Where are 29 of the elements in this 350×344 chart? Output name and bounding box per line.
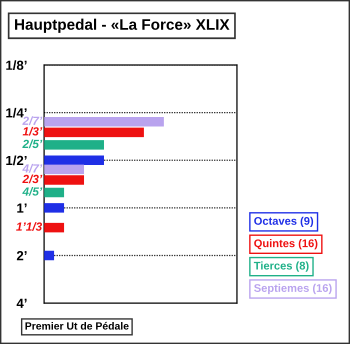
text: Tierces (8) [254,261,309,272]
text: Octaves (9) [254,216,314,228]
text: Septiemes (16) [254,284,332,294]
y-tick-label: 1/4’ [6,108,27,118]
chart-title: Hauptpedal - «La Force» XLIX [15,18,230,33]
y-tick-label: 1/8’ [6,60,27,70]
bar [44,128,144,138]
text: 4/5’ [22,187,42,196]
bar [44,155,104,165]
bar [44,188,64,198]
text: 2/7’ [22,116,42,126]
bar [44,164,84,174]
text: 2/5’ [22,139,42,148]
text: 2/3’ [22,174,42,184]
text: Premier Ut de Pédale [25,322,129,330]
text: 1/3’ [22,126,42,136]
text: Quintes (16) [254,239,318,250]
bar [44,140,104,150]
bar [44,250,54,260]
bar [44,222,64,232]
bar [44,203,64,213]
y-tick-label: 1/2’ [6,155,27,166]
bar [44,175,84,185]
y-tick-label: 2’ [16,251,27,260]
bar [44,117,164,127]
y-tick-label: 4’ [16,298,27,308]
text: 4/7’ [22,164,42,173]
text: 1’1/3 [16,222,42,231]
y-tick-label: 1’ [17,204,27,213]
